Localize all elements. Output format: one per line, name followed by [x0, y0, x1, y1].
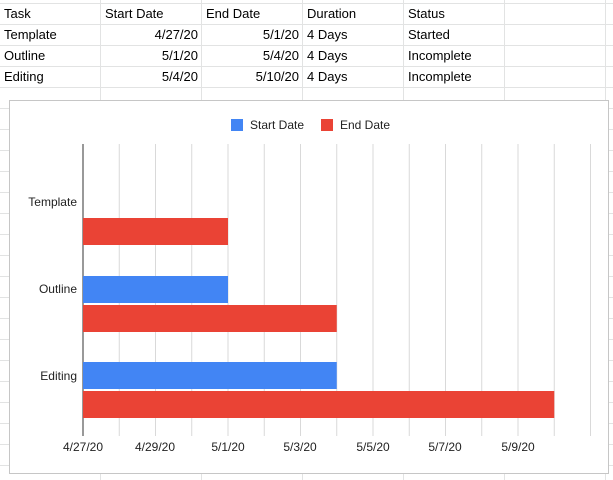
cell-duration[interactable]: 4 Days [307, 27, 348, 42]
x-tick-label: 5/9/20 [501, 440, 535, 454]
chart-plot [82, 144, 591, 436]
cell-task[interactable]: Template [4, 27, 57, 42]
bar-chart[interactable]: Start Date End Date Template Outline Edi… [9, 100, 609, 474]
bar-outline-start-date[interactable] [83, 276, 228, 303]
header-duration[interactable]: Duration [307, 6, 357, 21]
legend-item-end-date[interactable]: End Date [321, 118, 390, 132]
category-label-editing: Editing [40, 369, 77, 383]
bar-editing-start-date[interactable] [83, 362, 337, 389]
x-tick-label: 4/27/20 [62, 440, 104, 454]
header-end-date[interactable]: End Date [206, 6, 261, 21]
header-task[interactable]: Task [4, 6, 31, 21]
cell-start-date[interactable]: 4/27/20 [154, 27, 198, 42]
x-tick-label: 5/3/20 [283, 440, 317, 454]
x-tick-label: 4/29/20 [134, 440, 176, 454]
x-tick-label: 5/1/20 [211, 440, 245, 454]
cell-status[interactable]: Started [408, 27, 450, 42]
category-label-template: Template [28, 195, 77, 209]
legend-swatch-start-date [231, 119, 243, 131]
bar-outline-end-date[interactable] [83, 305, 337, 332]
category-label-outline: Outline [38, 282, 77, 296]
cell-duration[interactable]: 4 Days [307, 48, 348, 63]
cell-end-date[interactable]: 5/10/20 [255, 69, 299, 84]
cell-start-date[interactable]: 5/1/20 [161, 48, 198, 63]
legend-item-start-date[interactable]: Start Date [231, 118, 304, 132]
x-tick-label: 5/5/20 [356, 440, 390, 454]
cell-duration[interactable]: 4 Days [307, 69, 348, 84]
x-tick-label: 5/7/20 [428, 440, 462, 454]
bar-editing-end-date[interactable] [83, 391, 555, 418]
cell-end-date[interactable]: 5/1/20 [262, 27, 299, 42]
cell-task[interactable]: Editing [4, 69, 44, 84]
cell-task[interactable]: Outline [4, 48, 46, 63]
header-status[interactable]: Status [408, 6, 445, 21]
legend-label-start-date: Start Date [250, 118, 305, 132]
legend-swatch-end-date [321, 119, 333, 131]
cell-end-date[interactable]: 5/4/20 [262, 48, 299, 63]
cell-start-date[interactable]: 5/4/20 [161, 69, 198, 84]
bar-template-end-date[interactable] [83, 218, 228, 245]
legend-label-end-date: End Date [340, 118, 391, 132]
header-start-date[interactable]: Start Date [105, 6, 164, 21]
cell-status[interactable]: Incomplete [408, 69, 472, 84]
cell-status[interactable]: Incomplete [408, 48, 472, 63]
